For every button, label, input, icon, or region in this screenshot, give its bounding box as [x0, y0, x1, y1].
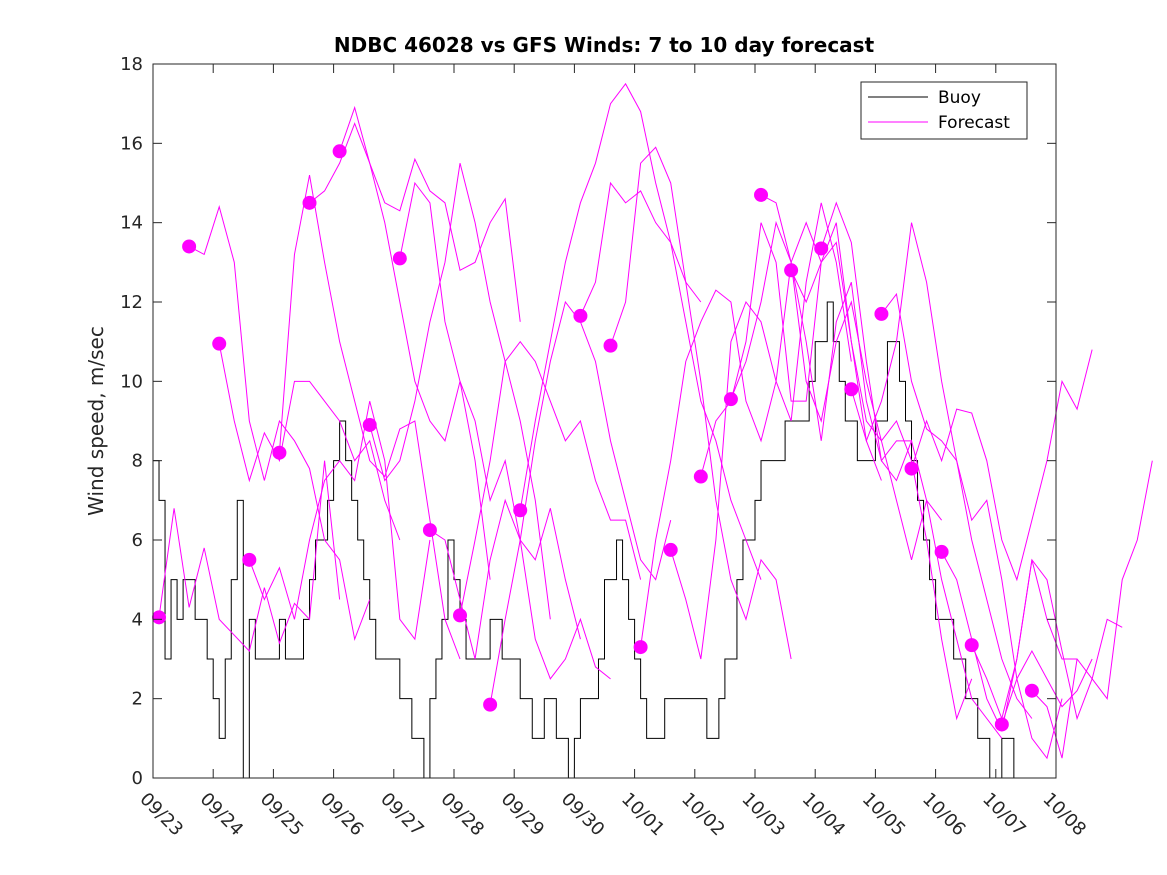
y-tick-label: 12: [120, 292, 143, 313]
forecast-line: [850, 222, 1033, 719]
y-tick-label: 8: [132, 451, 143, 472]
forecast-marker: [904, 461, 919, 476]
forecast-marker: [483, 697, 498, 712]
forecast-marker: [754, 187, 769, 202]
forecast-marker: [302, 195, 317, 210]
forecast-line: [339, 105, 521, 322]
axes-box: [152, 63, 1057, 779]
forecast-marker: [453, 608, 468, 623]
forecast-marker: [362, 417, 377, 432]
forecast-marker: [272, 445, 287, 460]
forecast-markers: [152, 144, 1039, 732]
forecast-line: [278, 174, 461, 660]
forecast-marker: [934, 544, 949, 559]
forecast-marker: [332, 144, 347, 159]
y-tick-label: 4: [132, 609, 143, 630]
forecast-line: [760, 194, 943, 560]
forecast-line: [579, 181, 762, 580]
forecast-marker: [844, 382, 859, 397]
forecast-line: [218, 343, 401, 541]
y-tick-label: 2: [132, 689, 143, 710]
forecast-marker: [182, 239, 197, 254]
forecast-line: [820, 201, 1003, 739]
forecast-line: [399, 181, 581, 640]
y-tick-label: 18: [120, 54, 143, 75]
y-tick-label: 6: [132, 530, 143, 551]
forecast-line: [369, 163, 551, 620]
forecast-line: [610, 146, 792, 660]
y-axis: 0 2 4 6 8 10 12 14 16 18: [120, 54, 1056, 789]
plot-area: [153, 64, 1056, 778]
forecast-marker: [242, 552, 257, 567]
legend-label-forecast: Forecast: [938, 113, 1010, 133]
forecast-marker: [693, 469, 708, 484]
forecast-line: [1001, 650, 1093, 725]
forecast-marker: [814, 241, 829, 256]
y-tick-label: 0: [132, 768, 143, 789]
forecast-marker: [874, 306, 889, 321]
forecast-marker: [633, 640, 648, 655]
y-tick-label: 10: [120, 371, 143, 392]
forecast-marker: [663, 542, 678, 557]
forecast-marker: [392, 251, 407, 266]
forecast-line: [459, 340, 642, 616]
forecast-marker: [422, 523, 437, 538]
forecast-line: [670, 202, 852, 660]
legend-box: [860, 81, 1028, 140]
y-tick-label: 14: [120, 213, 143, 234]
forecast-line: [1031, 658, 1078, 759]
forecast-marker: [723, 392, 738, 407]
chart-title: NDBC 46028 vs GFS Winds: 7 to 10 day for…: [334, 33, 875, 57]
forecast-marker: [784, 263, 799, 278]
forecast-marker: [1024, 683, 1039, 698]
forecast-marker: [994, 717, 1009, 732]
forecast-line: [248, 401, 431, 641]
forecast-marker: [212, 336, 227, 351]
legend: Buoy Forecast: [860, 81, 1028, 140]
y-axis-label: Wind speed, m/sec: [84, 326, 108, 516]
y-tick-label: 16: [120, 133, 143, 154]
forecast-marker: [513, 503, 528, 518]
forecast-line: [790, 241, 973, 721]
legend-label-buoy: Buoy: [938, 88, 981, 108]
forecast-series-group: [158, 82, 1153, 760]
forecast-marker: [603, 338, 618, 353]
forecast-marker: [152, 610, 167, 625]
forecast-line: [188, 205, 371, 642]
forecast-marker: [964, 638, 979, 653]
forecast-line: [158, 460, 341, 653]
forecast-line: [911, 349, 1093, 582]
forecast-marker: [573, 308, 588, 323]
forecast-line: [881, 292, 1063, 760]
